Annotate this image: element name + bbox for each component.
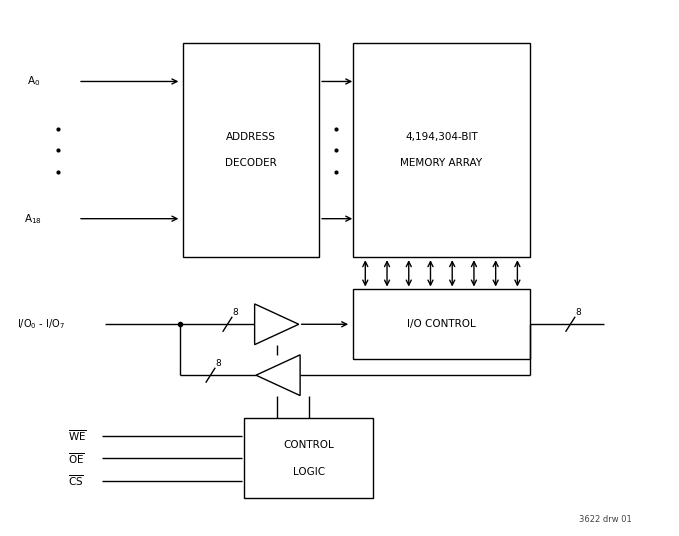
Text: 3622 drw 01: 3622 drw 01 <box>579 515 631 524</box>
Text: CONTROL: CONTROL <box>284 440 334 450</box>
Text: A$_0$: A$_0$ <box>27 75 41 88</box>
Text: 8: 8 <box>216 359 221 368</box>
Bar <box>244 418 373 498</box>
Text: LOGIC: LOGIC <box>293 467 325 477</box>
Text: DECODER: DECODER <box>225 159 277 168</box>
Polygon shape <box>256 355 300 396</box>
Polygon shape <box>255 304 299 345</box>
Text: ADDRESS: ADDRESS <box>226 132 276 142</box>
Text: I/O$_0$ - I/O$_7$: I/O$_0$ - I/O$_7$ <box>17 317 65 331</box>
Bar <box>183 43 319 257</box>
Text: $\overline{\mathrm{WE}}$: $\overline{\mathrm{WE}}$ <box>68 428 87 443</box>
Text: $\overline{\mathrm{CS}}$: $\overline{\mathrm{CS}}$ <box>68 473 84 488</box>
Text: 8: 8 <box>233 308 238 317</box>
Text: 8: 8 <box>576 308 581 317</box>
Bar <box>353 43 530 257</box>
Text: MEMORY ARRAY: MEMORY ARRAY <box>401 159 482 168</box>
Text: I/O CONTROL: I/O CONTROL <box>407 319 476 329</box>
Bar <box>353 289 530 359</box>
Text: A$_{18}$: A$_{18}$ <box>24 212 41 226</box>
Text: 4,194,304-BIT: 4,194,304-BIT <box>405 132 478 142</box>
Text: $\overline{\mathrm{OE}}$: $\overline{\mathrm{OE}}$ <box>68 451 85 466</box>
